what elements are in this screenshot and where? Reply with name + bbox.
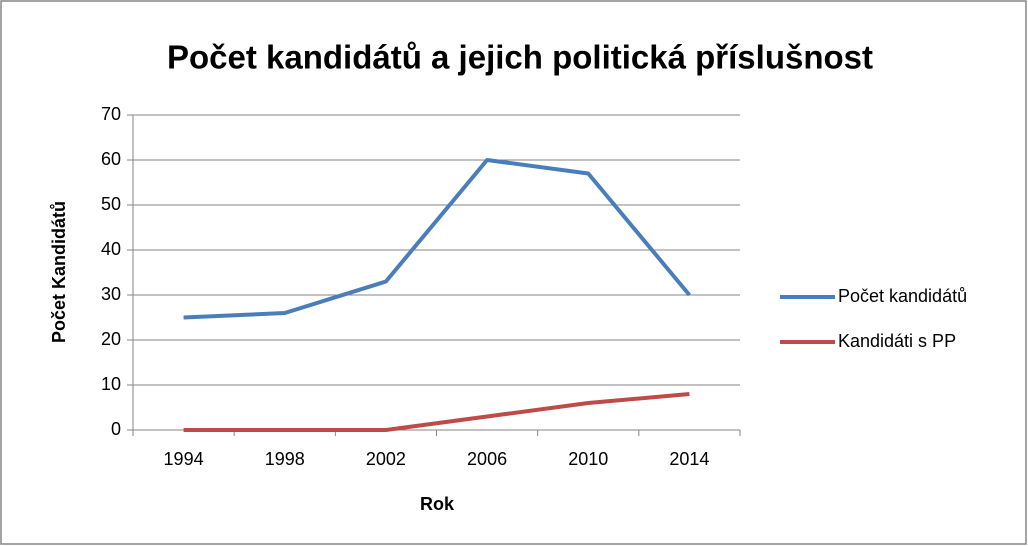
y-tick-label: 10 — [101, 374, 121, 394]
legend-label: Počet kandidátů — [838, 286, 967, 306]
y-axis-label: Počet Kandidátů — [49, 201, 69, 343]
chart-title: Počet kandidátů a jejich politická přísl… — [167, 39, 873, 76]
x-tick-label: 2014 — [669, 449, 709, 469]
x-tick-label: 2010 — [568, 449, 608, 469]
series-line — [183, 158, 691, 320]
legend-label: Kandidáti s PP — [838, 331, 956, 351]
y-tick-label: 50 — [101, 194, 121, 214]
y-tick-label: 30 — [101, 284, 121, 304]
x-tick-label: 2002 — [366, 449, 406, 469]
y-tick-label: 70 — [101, 104, 121, 124]
y-tick-label: 60 — [101, 149, 121, 169]
y-tick-label: 0 — [111, 419, 121, 439]
x-axis-label: Rok — [420, 494, 455, 514]
y-tick-label: 20 — [101, 329, 121, 349]
y-tick-label: 40 — [101, 239, 121, 259]
x-tick-label: 2006 — [467, 449, 507, 469]
series-line — [183, 392, 690, 432]
x-tick-label: 1998 — [265, 449, 305, 469]
x-tick-label: 1994 — [164, 449, 204, 469]
